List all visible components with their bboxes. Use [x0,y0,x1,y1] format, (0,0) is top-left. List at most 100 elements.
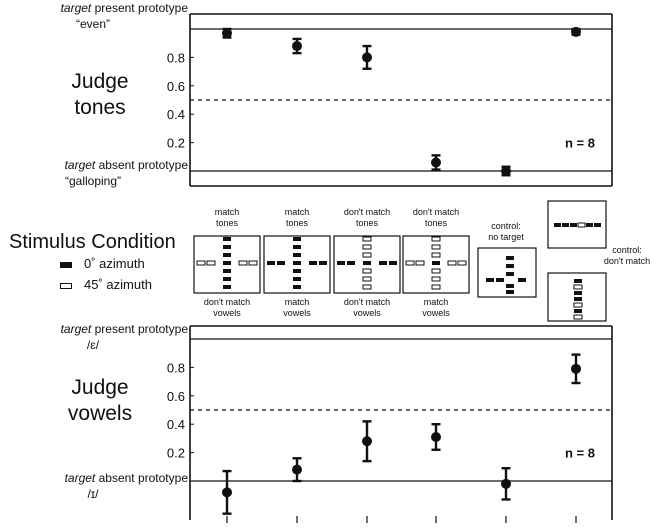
present-prototype-label: target present prototype [60,1,188,15]
bar-0-deg [223,261,231,265]
bar-0-deg [506,256,514,260]
bar-0-deg [594,223,601,227]
bar-0-deg [432,261,440,265]
bar-0-deg [574,297,582,301]
bar-0-deg [293,237,301,241]
bar-0-deg [506,272,514,276]
bar-45-deg [577,222,586,228]
bar-0-deg [293,269,301,273]
bar-0-deg [570,223,577,227]
bar-45-deg [206,260,216,266]
bar-45-deg [238,260,248,266]
stimulus-top-label: don't match tones [412,207,460,228]
bar-45-deg [362,236,372,242]
bar-45-deg [405,260,415,266]
present-prototype-name: “even” [75,17,110,31]
data-point [362,52,372,63]
data-point [431,431,441,442]
stimulus-bottom-label: match vowels [422,297,450,318]
bar-0-deg [223,285,231,289]
panel-label: Judge tones [50,69,150,121]
y-tick-label: 0.4 [167,417,185,432]
bar-0-deg [293,245,301,249]
bar-45-deg [431,276,441,282]
data-point [222,487,232,498]
data-point [501,166,511,176]
bar-0-deg [574,291,582,295]
data-point [571,26,581,37]
n-label: n = 8 [565,446,595,461]
bar-0-deg [267,261,275,265]
bar-0-deg [506,290,514,294]
y-tick-label: 0.6 [167,389,185,404]
stimulus-top-label: don't match tones [343,207,391,228]
panel-label: Judge vowels [50,375,150,427]
bar-0-deg [379,261,387,265]
bar-0-deg [277,261,285,265]
bar-0-deg [223,237,231,241]
present-prototype-name: /ɛ/ [86,338,100,352]
bar-0-deg [293,285,301,289]
bar-0-deg [496,278,504,282]
stimulus-bottom-label: don't match vowels [343,297,391,318]
y-tick-label: 0.2 [167,446,185,461]
bar-45-deg [196,260,206,266]
absent-prototype-label: target absent prototype [64,471,188,485]
absent-prototype-name: “galloping” [64,174,122,188]
bar-0-deg [506,284,514,288]
bar-0-deg [337,261,345,265]
y-tick-label: 0.6 [167,79,185,94]
bar-0-deg [223,245,231,249]
bar-45-deg [573,284,583,290]
data-point [501,478,511,489]
bar-45-deg [362,276,372,282]
bar-45-deg [362,268,372,274]
bar-45-deg [362,284,372,290]
absent-prototype-name: /ɪ/ [87,487,99,501]
present-prototype-label: target present prototype [60,322,188,336]
bar-0-deg [309,261,317,265]
bar-0-deg [223,253,231,257]
bar-45-deg [431,244,441,250]
data-point [222,28,232,39]
bar-45-deg [573,314,583,320]
bar-45-deg [573,302,583,308]
legend-0-deg: 0˚ azimuth [60,256,145,271]
legend-45-deg: 45˚ azimuth [60,277,152,292]
bar-0-deg [389,261,397,265]
bar-45-deg [457,260,467,266]
bar-45-deg [431,284,441,290]
control-dont-match-label: control: don't match [603,245,651,266]
bar-0-deg [574,279,582,283]
bar-0-deg [223,277,231,281]
bar-45-deg [431,252,441,258]
y-tick-label: 0.8 [167,360,185,375]
bar-45-deg [415,260,425,266]
stimulus-top-label: match tones [284,207,310,228]
stimulus-top-label: match tones [214,207,240,228]
bar-45-deg [447,260,457,266]
panel-label-line: Judge [71,376,129,399]
bar-0-deg [506,264,514,268]
y-tick-label: 0.8 [167,50,185,65]
data-point [571,363,581,374]
bar-45-deg [362,252,372,258]
bar-0-deg [562,223,569,227]
panel-label-line: tones [74,96,126,119]
bar-45-deg [431,236,441,242]
data-point [362,436,372,447]
absent-prototype-label: target absent prototype [64,158,188,172]
data-point [292,41,302,52]
panel-label-line: Judge [71,70,129,93]
bar-0-deg [319,261,327,265]
bar-45-deg [362,244,372,250]
bar-0-deg [293,261,301,265]
n-label: n = 8 [565,136,595,151]
bar-0-deg [518,278,526,282]
control-no-target-label: control: no target [488,221,524,242]
y-tick-label: 0.2 [167,136,185,151]
bar-0-deg [486,278,494,282]
bar-0-deg [363,261,371,265]
